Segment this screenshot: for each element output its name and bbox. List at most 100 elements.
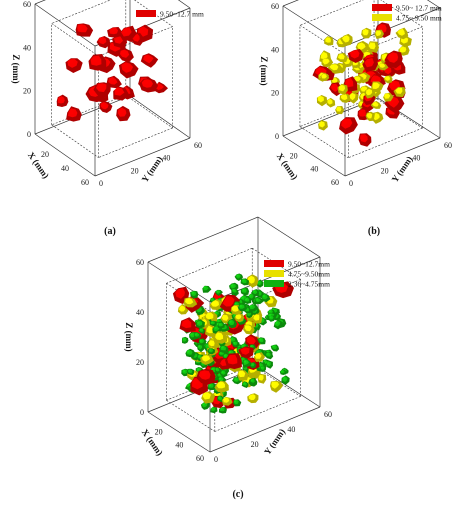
yellow-particle — [209, 298, 223, 310]
yellow-particle — [383, 92, 394, 102]
legend-label: 9.50~ 12.7 mm — [396, 4, 442, 13]
yellow-particle — [395, 27, 409, 40]
z-axis-label: Z (mm) — [124, 322, 134, 351]
yellow-particle — [213, 331, 228, 344]
green-particle — [218, 406, 227, 414]
yellow-particle — [393, 86, 406, 98]
legend-label: 4.75~9.50mm — [288, 270, 330, 279]
yellow-particle — [335, 106, 345, 115]
yellow-particle — [374, 29, 384, 39]
green-particle — [273, 319, 283, 330]
legend-label: 9.50~12.7mm — [288, 260, 330, 269]
green-particle — [243, 296, 252, 304]
yellow-particle — [214, 380, 229, 393]
green-particle — [229, 335, 238, 345]
legend-swatch — [372, 14, 392, 21]
green-particle — [261, 293, 271, 303]
yellow-particle — [252, 313, 263, 324]
yellow-particle — [257, 373, 267, 384]
green-particle — [227, 318, 237, 329]
yellow-particle — [383, 75, 393, 84]
y-tick-label: 60 — [444, 141, 452, 150]
y-tick-label: 0 — [349, 179, 353, 188]
green-particle — [207, 348, 216, 355]
legend: 9.50~ 12.7 mm4.75~ 9.50 mm — [372, 4, 442, 23]
yellow-particle — [270, 380, 284, 393]
yellow-particle — [398, 45, 410, 56]
green-particle — [214, 367, 222, 374]
yellow-particle — [318, 120, 328, 131]
y-tick-label: 60 — [324, 410, 332, 419]
z-tick-label: 20 — [271, 89, 279, 98]
green-particle — [256, 279, 264, 288]
red-particle — [88, 54, 107, 71]
z-axis-label: Z (mm) — [11, 54, 21, 83]
z-tick-label: 40 — [136, 308, 144, 317]
green-particle — [190, 290, 199, 299]
green-particle — [218, 322, 225, 329]
legend-label: 9.50~12.7 mm — [160, 10, 204, 19]
red-particle — [140, 53, 159, 68]
legend-swatch — [264, 270, 284, 277]
red-particle — [347, 49, 364, 63]
y-tick-label: 20 — [131, 166, 139, 175]
red-particle — [75, 23, 94, 37]
red-particle — [118, 25, 137, 42]
red-particle — [245, 334, 261, 349]
yellow-particle — [361, 27, 372, 39]
yellow-particle — [367, 41, 379, 53]
red-particle — [56, 94, 69, 107]
yellow-particle — [324, 36, 334, 46]
green-particle — [242, 359, 252, 368]
legend-swatch — [264, 280, 284, 287]
green-particle — [279, 369, 287, 375]
yellow-particle — [340, 33, 353, 46]
green-particle — [249, 377, 257, 385]
yellow-particle — [200, 354, 214, 365]
red-particle — [225, 353, 242, 370]
yellow-particle — [234, 313, 245, 323]
green-particle — [240, 287, 250, 296]
yellow-particle — [316, 95, 328, 107]
yellow-particle — [337, 83, 348, 95]
y-tick-label: 20 — [381, 166, 389, 175]
y-tick-label: 60 — [194, 141, 202, 150]
red-particle — [139, 78, 159, 93]
y-axis-label: Y (mm) — [262, 427, 287, 457]
panel-caption: (a) — [104, 226, 116, 237]
green-particle — [266, 360, 273, 369]
y-tick-label: 40 — [287, 425, 295, 434]
red-particle — [116, 105, 131, 122]
z-tick-label: 60 — [271, 2, 279, 11]
red-particle — [384, 50, 403, 69]
yellow-particle — [201, 391, 216, 404]
yellow-particle — [245, 274, 259, 288]
y-tick-label: 0 — [99, 179, 103, 188]
yellow-particle — [221, 396, 233, 406]
yellow-particle — [365, 111, 375, 122]
red-particle — [339, 117, 358, 135]
green-particle — [186, 368, 195, 375]
z-tick-label: 20 — [136, 358, 144, 367]
legend: 9.50~12.7 mm — [136, 10, 204, 19]
green-particle — [214, 289, 223, 296]
red-particle — [118, 48, 134, 63]
x-tick-label: 40 — [175, 441, 183, 450]
y-axis-label: Y (mm) — [390, 154, 415, 184]
z-axis-label: Z (mm) — [259, 56, 269, 85]
yellow-particle — [207, 339, 218, 350]
green-particle — [231, 288, 239, 295]
y-axis-label: Y (mm) — [140, 154, 165, 184]
z-tick-label: 60 — [23, 0, 31, 9]
legend-swatch — [136, 10, 156, 17]
yellow-particle — [321, 58, 334, 68]
yellow-particle — [247, 393, 259, 404]
yellow-particle — [237, 369, 249, 381]
x-tick-label: 20 — [290, 151, 298, 160]
green-particle — [198, 338, 207, 346]
red-particle — [358, 133, 372, 147]
yellow-particle — [183, 297, 198, 308]
yellow-particle — [336, 52, 348, 63]
